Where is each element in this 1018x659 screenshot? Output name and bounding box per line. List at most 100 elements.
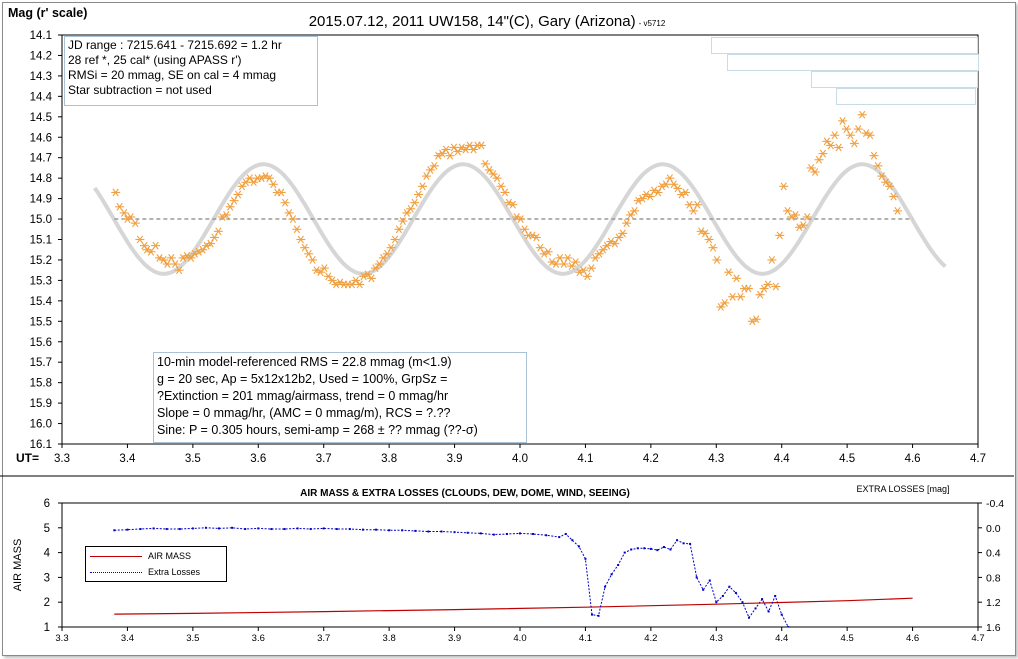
data-point — [135, 235, 145, 244]
data-point-stroke — [768, 256, 776, 264]
x-tick-label: 4.7 — [970, 453, 986, 465]
data-point-stroke — [478, 141, 485, 150]
data-point-stroke — [439, 149, 446, 158]
bottom-chart-title: AIR MASS & EXTRA LOSSES (CLOUDS, DEW, DO… — [300, 488, 630, 499]
data-point-stroke — [403, 208, 410, 217]
extra-losses-point — [388, 529, 391, 532]
data-point — [245, 174, 255, 183]
data-point-stroke — [387, 243, 395, 252]
extra-losses-point — [218, 527, 221, 530]
data-point-stroke — [784, 206, 791, 215]
y-tick-label: 1 — [44, 622, 50, 634]
data-point — [669, 180, 679, 189]
data-point-stroke — [172, 260, 179, 268]
data-point-stroke — [733, 274, 740, 283]
data-point — [363, 270, 373, 279]
data-point-stroke — [352, 276, 359, 285]
y-axis-label: Mag (r' scale) — [8, 6, 87, 20]
x-tick-label: 3.6 — [252, 633, 265, 644]
extra-losses-point — [649, 547, 652, 550]
data-point — [476, 141, 486, 150]
extra-losses-point — [139, 528, 142, 531]
x-tick-label: 4.4 — [774, 453, 791, 465]
data-point — [351, 276, 361, 285]
y-tick-label: 14.3 — [30, 71, 52, 83]
y-tick-label: 15.1 — [30, 235, 52, 247]
data-point — [798, 221, 808, 230]
data-point-stroke — [313, 266, 320, 275]
data-point-stroke — [862, 129, 870, 138]
data-point-stroke — [760, 284, 768, 293]
data-point — [563, 253, 573, 262]
extra-losses-point — [335, 528, 338, 531]
data-point — [146, 247, 156, 256]
data-point-stroke — [127, 213, 134, 221]
data-point-stroke — [670, 180, 677, 189]
data-point — [394, 225, 404, 234]
data-point — [174, 266, 184, 275]
data-point-stroke — [391, 235, 399, 244]
extra-losses-point — [617, 564, 620, 566]
y-tick-label: 14.7 — [30, 153, 52, 165]
data-point-stroke — [639, 194, 646, 203]
data-point-stroke — [242, 178, 249, 187]
data-point-stroke — [627, 211, 634, 219]
data-point — [449, 143, 459, 152]
extra-losses-point — [453, 531, 456, 534]
data-point-stroke — [882, 178, 889, 187]
x-tick-label: 3.4 — [121, 633, 134, 644]
data-point-stroke — [411, 198, 418, 207]
data-point — [315, 268, 325, 277]
y-tick-label: 15.9 — [30, 398, 52, 410]
y-tick-label: 4 — [44, 548, 51, 560]
data-point — [366, 274, 376, 283]
right-axis-label: EXTRA LOSSES [mag] — [856, 484, 949, 494]
x-tick-label: 4.6 — [905, 453, 921, 465]
extra-losses-point — [558, 536, 561, 539]
data-point — [716, 303, 726, 311]
data-point-stroke — [415, 190, 422, 199]
data-point-stroke — [427, 166, 434, 174]
data-point-stroke — [698, 227, 705, 236]
data-point — [586, 264, 596, 273]
data-point — [280, 198, 290, 207]
data-point — [465, 141, 475, 150]
chart-version: - v5712 — [639, 19, 666, 28]
data-point — [445, 151, 455, 160]
x-tick-label: 4.1 — [577, 453, 593, 465]
data-point-stroke — [537, 243, 544, 252]
y-right-tick-label: 1.6 — [986, 622, 1001, 634]
data-point-stroke — [143, 245, 151, 254]
data-point — [453, 147, 463, 156]
extra-losses-point — [656, 549, 659, 552]
data-point-stroke — [132, 219, 139, 228]
data-point-stroke — [619, 229, 626, 238]
data-point — [531, 233, 541, 242]
extra-losses-point — [479, 532, 482, 535]
data-point — [704, 235, 714, 244]
extra-losses-point — [545, 534, 548, 537]
y-tick-label: 15.8 — [30, 378, 52, 390]
x-tick-label: 4.0 — [512, 453, 528, 465]
data-point — [327, 276, 337, 285]
legend-item-air-mass: AIR MASS — [90, 550, 191, 562]
y-tick-label: 14.1 — [30, 30, 52, 42]
x-tick-label: 3.3 — [54, 453, 70, 465]
y-tick-label: 14.5 — [30, 112, 52, 124]
extra-losses-point — [702, 588, 705, 591]
data-point — [637, 194, 647, 203]
x-tick-label: 3.6 — [250, 453, 266, 465]
data-point-stroke — [246, 174, 253, 183]
x-tick-label: 3.8 — [383, 633, 396, 644]
data-point — [602, 241, 612, 250]
data-point-stroke — [623, 219, 630, 228]
x-tick-label: 4.5 — [839, 453, 855, 465]
data-point — [618, 229, 628, 238]
extra-losses-point — [662, 546, 665, 549]
data-point-stroke — [674, 184, 681, 193]
extra-losses-point — [610, 573, 613, 576]
extra-losses-point — [204, 526, 207, 529]
data-point — [186, 253, 196, 262]
data-point — [692, 200, 702, 209]
data-point — [873, 161, 883, 170]
